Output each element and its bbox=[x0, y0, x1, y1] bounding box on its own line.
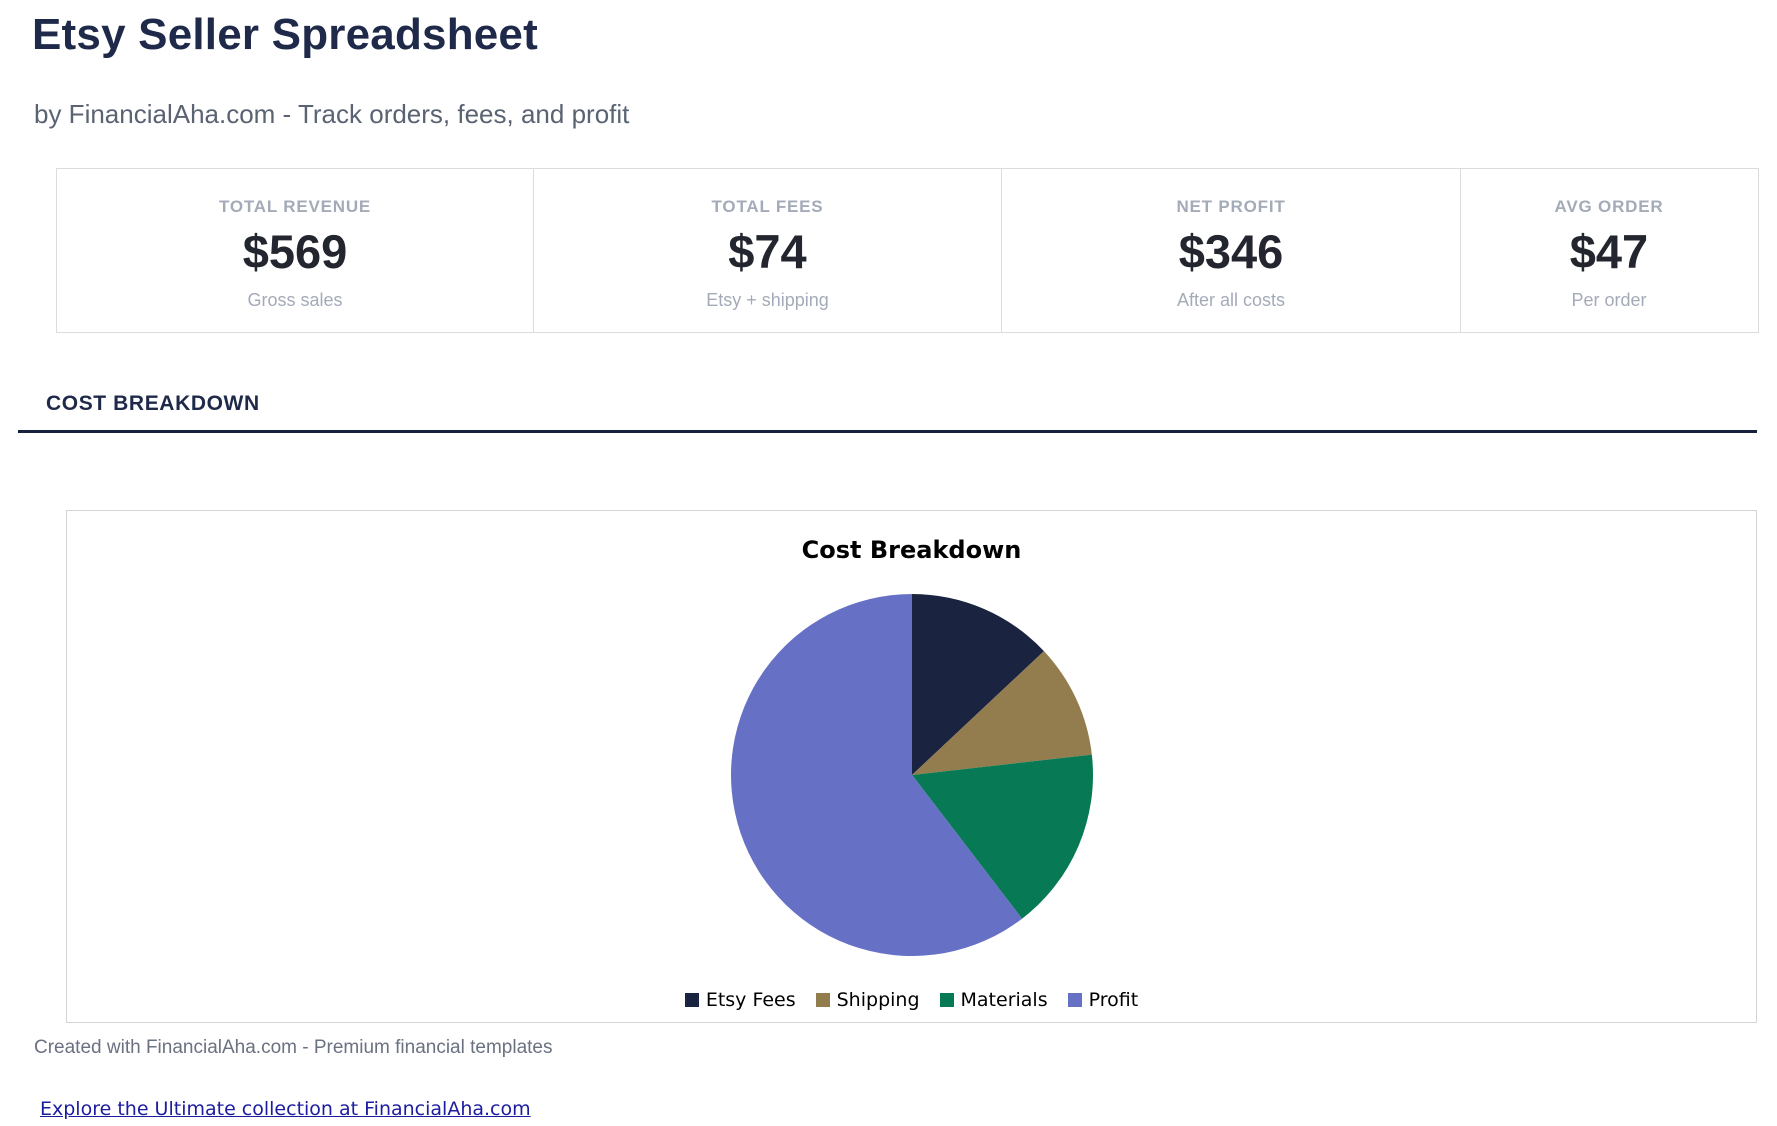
page-title: Etsy Seller Spreadsheet bbox=[32, 10, 538, 59]
cost-pie-chart bbox=[730, 593, 1093, 956]
legend-swatch-icon bbox=[939, 992, 954, 1007]
stat-value: $569 bbox=[242, 224, 348, 278]
stat-card-total-revenue: TOTAL REVENUE $569 Gross sales bbox=[57, 169, 533, 332]
section-heading: COST BREAKDOWN bbox=[46, 391, 260, 415]
stat-sublabel: Etsy + shipping bbox=[706, 289, 829, 310]
stat-sublabel: After all costs bbox=[1176, 289, 1286, 310]
stat-value: $74 bbox=[728, 224, 807, 278]
legend-label: Etsy Fees bbox=[705, 988, 796, 1011]
stat-value: $346 bbox=[1178, 224, 1284, 278]
stats-row: TOTAL REVENUE $569 Gross sales TOTAL FEE… bbox=[56, 167, 1759, 333]
chart-title: Cost Breakdown bbox=[801, 535, 1022, 564]
legend-swatch-icon bbox=[684, 992, 699, 1007]
section-rule bbox=[18, 429, 1757, 433]
footer-credit: Created with FinancialAha.com - Premium … bbox=[34, 1036, 553, 1058]
legend-label: Profit bbox=[1088, 988, 1139, 1011]
chart-panel: Cost Breakdown Etsy Fees Shipping Material… bbox=[66, 509, 1757, 1023]
stat-label: AVG ORDER bbox=[1554, 196, 1664, 216]
stat-sublabel: Gross sales bbox=[247, 289, 343, 310]
pie-slice-profit bbox=[730, 593, 1022, 956]
legend-item-shipping: Shipping bbox=[815, 988, 920, 1011]
pie-slice-etsy-fees bbox=[911, 593, 1044, 775]
chart-legend: Etsy Fees Shipping Materials Profit bbox=[67, 988, 1756, 1012]
stat-label: TOTAL REVENUE bbox=[218, 196, 372, 216]
pie-slice-materials bbox=[911, 754, 1093, 919]
legend-swatch-icon bbox=[815, 992, 830, 1007]
page-subtitle: by FinancialAha.com - Track orders, fees… bbox=[34, 98, 630, 129]
pie-slice-shipping bbox=[911, 650, 1092, 775]
legend-swatch-icon bbox=[1067, 992, 1082, 1007]
legend-item-etsy-fees: Etsy Fees bbox=[684, 988, 796, 1011]
stat-label: NET PROFIT bbox=[1176, 196, 1286, 216]
legend-item-profit: Profit bbox=[1067, 988, 1139, 1011]
footer-link[interactable]: Explore the Ultimate collection at Finan… bbox=[40, 1097, 531, 1120]
stat-card-total-fees: TOTAL FEES $74 Etsy + shipping bbox=[533, 168, 1001, 332]
stat-value: $47 bbox=[1569, 224, 1649, 278]
legend-label: Shipping bbox=[836, 988, 920, 1011]
legend-item-materials: Materials bbox=[939, 988, 1048, 1011]
stat-card-net-profit: NET PROFIT $346 After all costs bbox=[1001, 168, 1460, 332]
stat-sublabel: Per order bbox=[1571, 289, 1647, 310]
stat-card-avg-order: AVG ORDER $47 Per order bbox=[1460, 168, 1757, 332]
legend-label: Materials bbox=[960, 988, 1048, 1011]
stat-label: TOTAL FEES bbox=[711, 196, 824, 216]
